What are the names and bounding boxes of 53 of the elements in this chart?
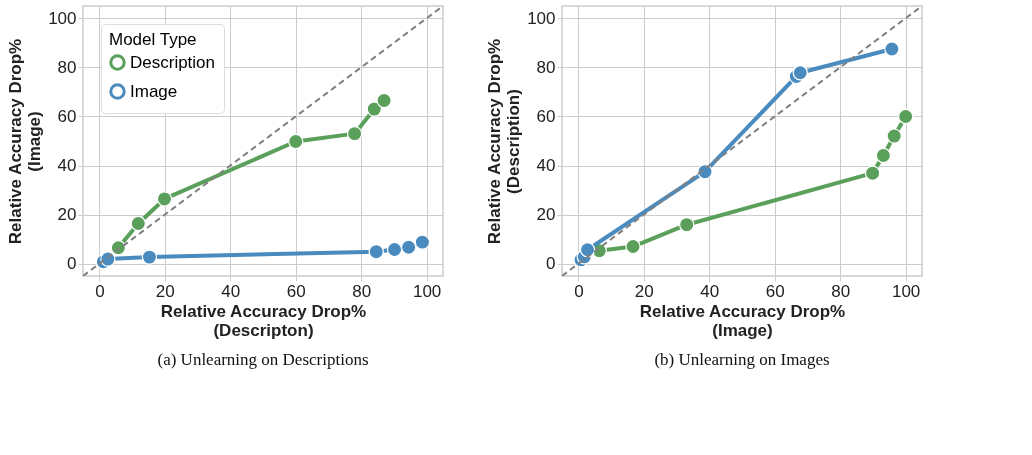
x-tick-label: 20 (634, 281, 654, 301)
x-tick-label: 40 (700, 281, 720, 301)
point (884, 41, 900, 57)
point (875, 147, 892, 164)
x-tick-label: 100 (412, 281, 442, 301)
point (386, 241, 403, 258)
point (414, 234, 431, 250)
point (886, 128, 902, 144)
point (579, 242, 596, 258)
point (792, 65, 808, 81)
point (625, 238, 641, 255)
point (376, 92, 392, 109)
y-tick-label: 0 (546, 254, 556, 274)
point (897, 108, 914, 125)
y-tick-label: 80 (536, 57, 556, 77)
text: (a) Unlearning on Descriptions (157, 350, 369, 369)
point (156, 191, 173, 207)
point (400, 239, 417, 255)
y-tick-label: 40 (536, 156, 556, 176)
point (346, 125, 363, 142)
y-tick-label: 100 (48, 8, 77, 28)
point (141, 249, 158, 265)
legend-title: Model Type (109, 30, 197, 49)
x-tick-label: 60 (286, 281, 306, 301)
point (288, 133, 304, 150)
point (679, 217, 695, 233)
point (368, 244, 384, 260)
y-tick-label: 0 (67, 254, 77, 274)
y-tick-label: 60 (57, 106, 77, 126)
y-tick-label: 20 (57, 205, 77, 225)
x-axis-title: Relative Accuracy Drop% (Descripton) (160, 301, 367, 340)
x-tick-label: 80 (352, 281, 372, 301)
y-tick-label: 20 (536, 205, 556, 225)
y-tick-label: 80 (57, 57, 77, 77)
y-tick-label: 60 (536, 106, 556, 126)
y-axis-title: Relative Accuracy Drop% (Image) (6, 38, 45, 245)
text: (b) Unlearning on Images (654, 350, 830, 369)
x-tick-label: 40 (221, 281, 241, 301)
x-tick-label: 0 (574, 281, 584, 301)
x-tick-label: 0 (95, 281, 105, 301)
x-axis-title: Relative Accuracy Drop% (Image) (639, 301, 846, 340)
x-tick-label: 20 (155, 281, 175, 301)
legend-label: Image (130, 81, 178, 101)
x-tick-label: 100 (891, 281, 921, 301)
y-tick-label: 40 (57, 156, 77, 176)
point (130, 215, 146, 232)
legend-label: Description (130, 52, 216, 72)
point (366, 101, 382, 117)
x-tick-label: 80 (831, 281, 851, 301)
y-axis-title: Relative Accuracy Drop% (Description) (485, 38, 524, 245)
y-tick-label: 100 (527, 8, 556, 28)
x-tick-label: 60 (765, 281, 785, 301)
point (864, 165, 881, 181)
